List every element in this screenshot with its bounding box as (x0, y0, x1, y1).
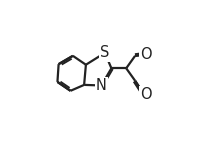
Text: N: N (96, 78, 107, 93)
Text: O: O (141, 87, 152, 102)
Text: S: S (100, 45, 110, 60)
Text: O: O (141, 47, 152, 62)
